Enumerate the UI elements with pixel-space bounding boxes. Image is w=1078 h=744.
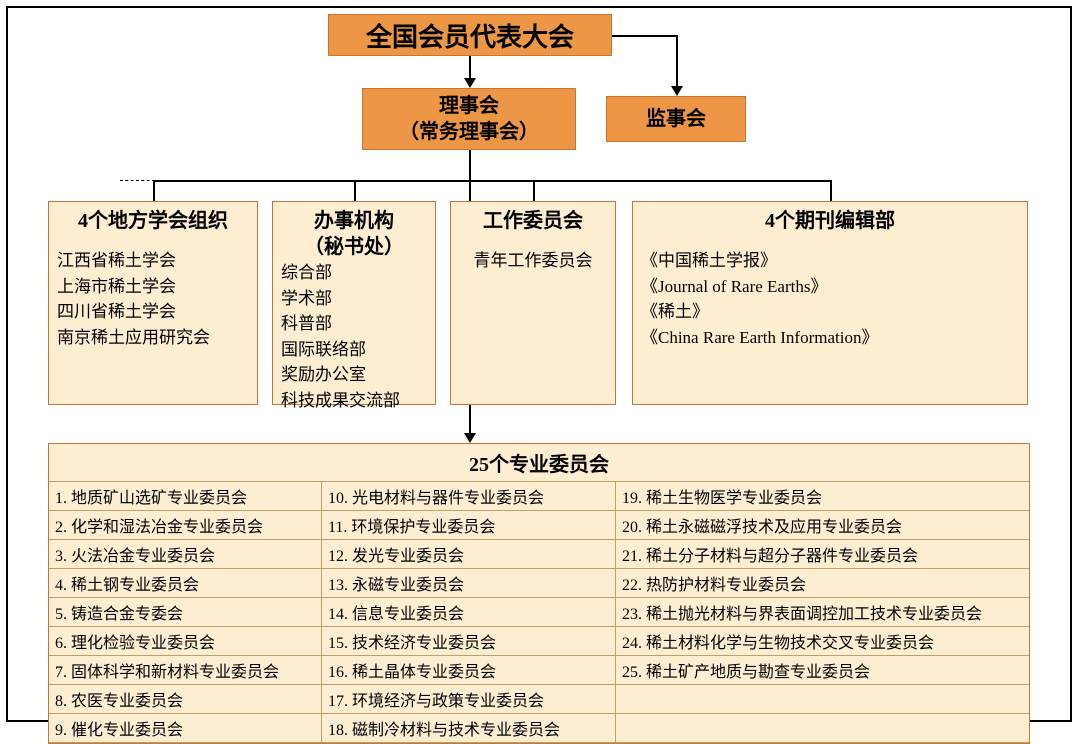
committee-cell: 1. 地质矿山选矿专业委员会 — [49, 482, 322, 511]
connector — [612, 35, 676, 37]
node-title: 全国会员代表大会 — [366, 17, 574, 54]
committee-cell: 10. 光电材料与器件专业委员会 — [322, 482, 616, 511]
list-item: 学术部 — [281, 286, 427, 312]
connector — [469, 56, 471, 78]
office-title-2: （秘书处） — [304, 234, 404, 260]
committee-cell — [616, 714, 1029, 743]
arrow-icon — [671, 86, 683, 96]
node-committees: 25个专业委员会 1. 地质矿山选矿专业委员会10. 光电材料与器件专业委员会1… — [48, 443, 1030, 744]
committee-cell: 16. 稀土晶体专业委员会 — [322, 656, 616, 685]
committees-title: 25个专业委员会 — [49, 444, 1029, 482]
list-item: 《中国稀土学报》 — [641, 248, 1019, 274]
committee-cell: 7. 固体科学和新材料专业委员会 — [49, 656, 322, 685]
office-body: 综合部学术部科普部国际联络部奖励办公室科技成果交流部 — [273, 260, 435, 413]
committee-cell: 20. 稀土永磁磁浮技术及应用专业委员会 — [616, 511, 1029, 540]
office-title-1: 办事机构 — [304, 208, 404, 234]
connector — [676, 35, 678, 88]
list-item: 综合部 — [281, 260, 427, 286]
connector — [830, 180, 832, 201]
list-item: 奖励办公室 — [281, 362, 427, 388]
committee-cell: 18. 磁制冷材料与技术专业委员会 — [322, 714, 616, 743]
node-supervisory: 监事会 — [606, 96, 746, 142]
work-body: 青年工作委员会 — [451, 248, 615, 274]
journal-body: 《中国稀土学报》《Journal of Rare Earths》《稀土》《Chi… — [633, 248, 1027, 350]
node-work-committee: 工作委员会 青年工作委员会 — [450, 201, 616, 405]
list-item: 南京稀土应用研究会 — [57, 325, 249, 351]
committee-cell: 5. 铸造合金专委会 — [49, 598, 322, 627]
committee-cell: 22. 热防护材料专业委员会 — [616, 569, 1029, 598]
council-line1: 理事会 — [439, 93, 499, 119]
list-item: 《China Rare Earth Information》 — [641, 325, 1019, 351]
connector — [153, 180, 155, 201]
connector — [533, 180, 535, 201]
committee-cell: 15. 技术经济专业委员会 — [322, 627, 616, 656]
local-title: 4个地方学会组织 — [78, 208, 228, 234]
journal-title: 4个期刊编辑部 — [765, 208, 895, 234]
list-item: 《稀土》 — [641, 299, 1019, 325]
node-council: 理事会 （常务理事会） — [362, 88, 576, 150]
node-office: 办事机构 （秘书处） 综合部学术部科普部国际联络部奖励办公室科技成果交流部 — [272, 201, 436, 405]
committee-cell: 24. 稀土材料化学与生物技术交叉专业委员会 — [616, 627, 1029, 656]
committee-cell: 4. 稀土钢专业委员会 — [49, 569, 322, 598]
committee-cell: 12. 发光专业委员会 — [322, 540, 616, 569]
council-line2: （常务理事会） — [399, 119, 539, 145]
list-item: 科普部 — [281, 311, 427, 337]
connector — [153, 180, 830, 182]
list-item: 江西省稀土学会 — [57, 248, 249, 274]
committee-cell: 21. 稀土分子材料与超分子器件专业委员会 — [616, 540, 1029, 569]
work-title: 工作委员会 — [483, 208, 583, 234]
list-item: 科技成果交流部 — [281, 388, 427, 414]
committee-cell: 11. 环境保护专业委员会 — [322, 511, 616, 540]
list-item: 国际联络部 — [281, 337, 427, 363]
committee-cell: 23. 稀土抛光材料与界表面调控加工技术专业委员会 — [616, 598, 1029, 627]
arrow-icon — [464, 433, 476, 443]
local-body: 江西省稀土学会上海市稀土学会四川省稀土学会南京稀土应用研究会 — [49, 248, 257, 350]
node-journals: 4个期刊编辑部 《中国稀土学报》《Journal of Rare Earths》… — [632, 201, 1028, 405]
committee-cell: 6. 理化检验专业委员会 — [49, 627, 322, 656]
committees-grid: 1. 地质矿山选矿专业委员会10. 光电材料与器件专业委员会19. 稀土生物医学… — [49, 482, 1029, 743]
committee-cell: 2. 化学和湿法冶金专业委员会 — [49, 511, 322, 540]
list-item: 上海市稀土学会 — [57, 274, 249, 300]
connector-dashed — [120, 180, 155, 181]
list-item: 《Journal of Rare Earths》 — [641, 274, 1019, 300]
list-item: 青年工作委员会 — [459, 248, 607, 274]
list-item: 四川省稀土学会 — [57, 299, 249, 325]
node-national-congress: 全国会员代表大会 — [328, 14, 612, 56]
committee-cell: 3. 火法冶金专业委员会 — [49, 540, 322, 569]
supervisory-title: 监事会 — [646, 106, 706, 132]
connector — [354, 180, 356, 201]
committee-cell: 9. 催化专业委员会 — [49, 714, 322, 743]
committee-cell: 14. 信息专业委员会 — [322, 598, 616, 627]
committee-cell: 25. 稀土矿产地质与勘查专业委员会 — [616, 656, 1029, 685]
arrow-icon — [464, 78, 476, 88]
committee-cell: 13. 永磁专业委员会 — [322, 569, 616, 598]
committee-cell: 19. 稀土生物医学专业委员会 — [616, 482, 1029, 511]
committee-cell — [616, 685, 1029, 714]
node-local-societies: 4个地方学会组织 江西省稀土学会上海市稀土学会四川省稀土学会南京稀土应用研究会 — [48, 201, 258, 405]
committee-cell: 17. 环境经济与政策专业委员会 — [322, 685, 616, 714]
committee-cell: 8. 农医专业委员会 — [49, 685, 322, 714]
